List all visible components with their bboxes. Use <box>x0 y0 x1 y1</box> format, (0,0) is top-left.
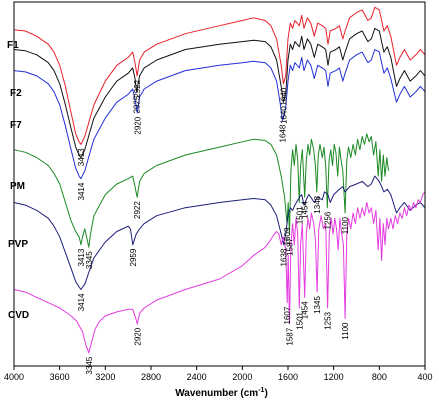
x-tick-label-3600: 3600 <box>50 372 70 382</box>
series-label-f2: F2 <box>10 88 22 99</box>
peak-label-pvp-3414: 3414 <box>77 293 86 311</box>
peak-label-pvp-2959: 2959 <box>129 248 138 266</box>
peak-label-pm-1587: 1587 <box>286 238 295 256</box>
x-tick-label-2000: 2000 <box>232 372 252 382</box>
series-line-f7 <box>13 49 426 180</box>
peak-label-f2-2925: 2925 <box>133 95 142 113</box>
series-layer <box>13 6 426 354</box>
peak-label-f1-2922: 2922 <box>133 79 142 97</box>
peak-label-pm-1256: 1256 <box>323 211 332 229</box>
label-layer: F1 2922 1640 3413 F2 2925 1640 F7 2920 1648 3414 PM… <box>7 40 350 375</box>
peak-label-pm-1454: 1454 <box>301 201 310 219</box>
peak-label-cvd-1100: 1100 <box>341 322 350 340</box>
series-line-cvd <box>13 191 426 354</box>
x-tick-label-1200: 1200 <box>324 372 344 382</box>
peak-label-pm-1609: 1609 <box>283 227 292 245</box>
peak-label-pm-1501: 1501 <box>295 206 304 224</box>
plot-frame <box>13 1 426 367</box>
x-tick-label-400: 400 <box>417 372 432 382</box>
x-axis-title-sup: -1 <box>258 387 264 394</box>
peak-label-pvp-1638: 1638 <box>280 248 289 266</box>
series-line-f2 <box>13 27 426 159</box>
series-label-cvd: CVD <box>8 310 29 321</box>
series-line-f1 <box>13 6 426 145</box>
peak-label-cvd-1501: 1501 <box>295 311 304 329</box>
peak-label-cvd-1587: 1587 <box>286 327 295 345</box>
peak-label-f2-1640: 1640 <box>279 106 288 124</box>
peak-label-cvd-1253: 1253 <box>324 311 333 329</box>
peak-label-f1-3413: 3413 <box>77 148 86 166</box>
peak-label-f7-1648: 1648 <box>279 124 288 142</box>
peak-label-pm-3345: 3345 <box>85 251 94 269</box>
x-tick-label-2800: 2800 <box>141 372 161 382</box>
series-label-pvp: PVP <box>8 239 28 250</box>
peak-label-pm-2922: 2922 <box>133 201 142 219</box>
peak-label-pm-3413: 3413 <box>77 248 86 266</box>
x-tick-label-3200: 3200 <box>95 372 115 382</box>
peak-label-f7-3414: 3414 <box>77 182 86 200</box>
peak-label-pm-1348: 1348 <box>313 195 322 213</box>
peak-label-cvd-1345: 1345 <box>313 296 322 314</box>
x-axis-title: Wavenumber (cm-1) <box>175 387 268 399</box>
x-axis-ticks: 4000 3600 3200 2800 2400 2000 1600 1200 800 400 <box>4 366 433 382</box>
peak-label-cvd-3345: 3345 <box>85 356 94 374</box>
x-axis-title-close: ) <box>264 388 267 399</box>
peak-label-cvd-1607: 1607 <box>283 306 292 324</box>
x-tick-label-2400: 2400 <box>187 372 207 382</box>
series-label-f7: F7 <box>10 120 22 131</box>
peak-label-pm-1100: 1100 <box>341 216 350 234</box>
series-label-f1: F1 <box>7 40 19 51</box>
x-tick-label-4000: 4000 <box>4 372 24 382</box>
x-tick-label-1600: 1600 <box>278 372 298 382</box>
peak-label-f1-1640: 1640 <box>279 87 288 105</box>
peak-label-cvd-1454: 1454 <box>301 301 310 319</box>
series-label-pm: PM <box>10 181 25 192</box>
x-tick-label-800: 800 <box>372 372 387 382</box>
series-line-pm <box>13 133 389 248</box>
peak-label-f7-2920: 2920 <box>133 116 142 134</box>
peak-label-cvd-2920: 2920 <box>133 327 142 345</box>
x-axis-title-main: Wavenumber (cm <box>175 388 258 399</box>
series-line-pvp <box>13 175 426 290</box>
